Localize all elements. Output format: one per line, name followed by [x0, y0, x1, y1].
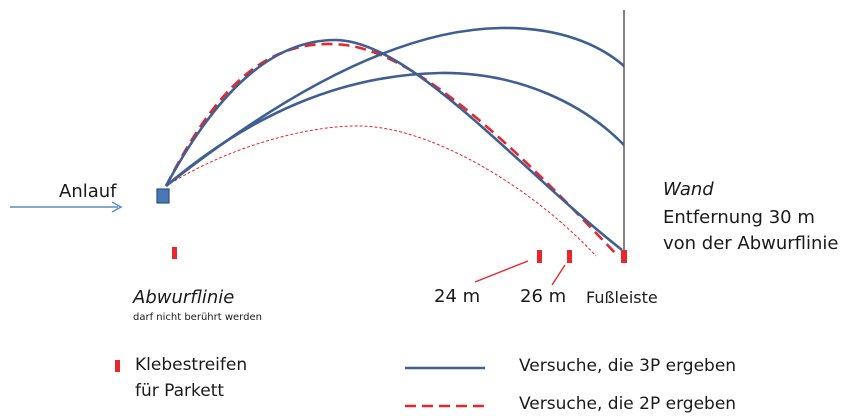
trajectory-3p-flat [165, 71, 625, 187]
trajectory-2p-low [165, 125, 597, 257]
throw-point-marker [156, 188, 170, 204]
label-26m: 26 m [520, 286, 567, 307]
legend-dashed-label: Versuche, die 2P ergeben [519, 394, 737, 414]
trajectory-3p-steep [164, 38, 623, 252]
label-abwurflinie: Abwurflinie [133, 287, 235, 308]
label-abwurflinie-note: darf nicht berührt werden [133, 312, 262, 323]
legend-tape-label-2: für Parkett [135, 381, 225, 401]
legend-solid-label: Versuche, die 3P ergeben [519, 356, 737, 376]
tape-mark-throw-line [172, 247, 177, 259]
run-up-arrow-head [111, 201, 123, 213]
tape-mark-24m [537, 250, 542, 263]
trajectory-3p-far [165, 26, 625, 188]
tape-mark-26m [567, 250, 572, 263]
label-wand: Wand [663, 179, 714, 200]
trajectory-2p-high [164, 42, 619, 257]
label-fussleiste: Fußleiste [586, 288, 658, 307]
label-distance: Entfernung 30 m [663, 207, 815, 228]
legend-tape-label-1: Klebestreifen [135, 355, 248, 375]
label-from-throw-line: von der Abwurflinie [663, 233, 839, 254]
label-24m: 24 m [434, 286, 481, 307]
tape-mark-baseboard [621, 250, 627, 263]
pointer-26m [551, 264, 566, 286]
pointer-24m [474, 260, 529, 283]
label-anlauf: Anlauf [59, 181, 117, 202]
legend-tape-swatch [115, 360, 120, 372]
